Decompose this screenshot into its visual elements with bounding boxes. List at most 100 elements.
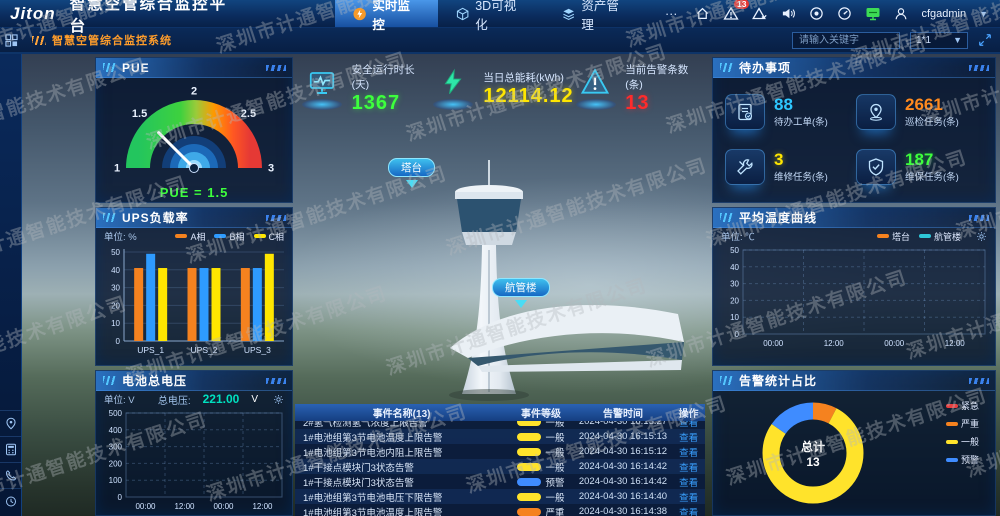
legend-swatch [945, 403, 958, 408]
table-row[interactable]: 1#干接点模块门3状态告警 预警 2024-04-30 16:14:42 查看 [295, 474, 705, 489]
svg-text:1: 1 [114, 163, 120, 175]
stat-label: 安全运行时长(天) [351, 64, 415, 91]
layout-toggle-icon[interactable] [0, 33, 22, 47]
event-level: 严重 [508, 505, 574, 516]
scene-label-atc-building[interactable]: 航管楼 [492, 278, 550, 308]
col-action: 操作 [678, 409, 699, 420]
settings-icon[interactable] [976, 231, 987, 242]
table-row[interactable]: 2#氢气检测氢气浓度上限告警 一般 2024-04-30 16:15:27 查看 [295, 421, 705, 429]
settings-icon[interactable] [273, 394, 284, 405]
table-row[interactable]: 1#电池组第3节电池温度上限告警 严重 2024-04-30 16:14:38 查看 [295, 504, 705, 516]
phone-icon[interactable] [0, 462, 21, 488]
table-row[interactable]: 1#电池组第3节电池电压下限告警 一般 2024-04-30 16:14:40 查看 [295, 489, 705, 504]
legend-item: 紧急 [945, 399, 979, 412]
arrow-down-icon [514, 300, 527, 308]
table-row[interactable]: 1#电池组第3节电池温度上限告警 一般 2024-04-30 16:15:13 查看 [295, 429, 705, 444]
chevron-down-icon[interactable]: ▼ [979, 8, 988, 19]
nav-more[interactable]: ··· [664, 6, 678, 21]
legend-swatch [175, 234, 188, 238]
alarm-check-icon[interactable] [752, 6, 768, 21]
todo-work-orders[interactable]: 88 待办工单(条) [725, 86, 852, 137]
level-pill [517, 432, 542, 441]
breadcrumb[interactable]: 智慧空管综合监控系统 [52, 35, 172, 47]
calculator-icon[interactable] [0, 436, 21, 462]
repair-icon [737, 158, 753, 175]
record-icon[interactable] [809, 6, 824, 21]
alarm-time: 2024-04-30 16:15:13 [578, 431, 668, 442]
event-name: 1#电池组第3节电池电压下限告警 [303, 492, 443, 504]
expand-icon[interactable] [978, 33, 992, 47]
alert-triangle-icon [581, 68, 610, 94]
top-header: Jiton 智慧空管综合监控平台 实时监控 3D可视化 资产管理 ··· [0, 0, 1000, 35]
monitor-green-icon[interactable] [865, 6, 881, 21]
view-link[interactable]: 查看 [679, 492, 699, 504]
alarm-time: 2024-04-30 16:14:38 [578, 506, 668, 516]
alarm-time: 2024-04-30 16:15:27 [578, 421, 668, 427]
legend-swatch [214, 234, 227, 238]
atc-building [450, 305, 684, 372]
scene-label-tower[interactable]: 塔台 [388, 158, 435, 188]
todo-patrol-tasks[interactable]: 2661 巡检任务(条) [856, 86, 983, 137]
panel-slashes-icon [103, 376, 116, 385]
icon-pedestal [433, 99, 474, 110]
donut-legend: 紧急 严重 一般 预警 [945, 399, 979, 466]
legend-swatch [918, 234, 931, 238]
event-table: 事件名称(13) 事件等级 告警时间 操作 2#氢气检测氢气浓度上限告警 一般 20… [295, 404, 705, 516]
nav-asset-management[interactable]: 资产管理 [544, 0, 647, 32]
view-link[interactable]: 查看 [679, 432, 699, 444]
unit-label: 单位: % [104, 232, 137, 243]
svg-text:0: 0 [116, 337, 121, 346]
panel-alarm-stats: 告警统计占比 总计 13 紧急 严重 一般 预警 [712, 370, 996, 516]
dashboard-icon[interactable] [837, 6, 852, 21]
todo-repair-tasks[interactable]: 3 维修任务(条) [725, 141, 852, 192]
panel-slashes-icon [720, 213, 733, 222]
view-link[interactable]: 查看 [679, 462, 699, 474]
atc-label-pill[interactable]: 航管楼 [492, 278, 550, 297]
legend-item: 航管楼 [918, 230, 961, 243]
event-level: 预警 [508, 475, 574, 489]
todo-value: 3 [774, 149, 784, 169]
stat-value: 13 [625, 92, 650, 114]
panel-deco [266, 377, 286, 384]
view-link[interactable]: 查看 [679, 477, 699, 489]
tower-label-pill[interactable]: 塔台 [388, 158, 435, 177]
svg-text:00:00: 00:00 [213, 502, 234, 511]
left-sidebar [0, 54, 22, 516]
location-icon[interactable] [0, 410, 21, 436]
svg-text:00:00: 00:00 [763, 339, 784, 348]
svg-text:30: 30 [730, 280, 739, 289]
view-link[interactable]: 查看 [679, 421, 699, 429]
view-link[interactable]: 查看 [679, 447, 699, 459]
svg-text:总计: 总计 [801, 439, 825, 454]
nav-realtime-monitor[interactable]: 实时监控 [335, 0, 438, 32]
home-icon[interactable] [695, 6, 710, 21]
event-name: 2#氢气检测氢气浓度上限告警 [303, 421, 428, 429]
svg-text:12:00: 12:00 [945, 339, 966, 348]
event-name: 1#电池组第3节电池温度上限告警 [303, 507, 443, 516]
nav-3d-visualization[interactable]: 3D可视化 [438, 0, 544, 32]
user-icon[interactable] [894, 7, 908, 21]
svg-text:50: 50 [111, 248, 120, 257]
level-pill [517, 507, 542, 516]
alarm-badge-icon[interactable]: 13 [723, 0, 750, 21]
panel-title: 待办事项 [739, 61, 792, 75]
todo-maintenance-tasks[interactable]: 187 维保任务(条) [856, 141, 983, 192]
speaker-icon[interactable] [781, 6, 796, 21]
table-row[interactable]: 1#电池组第3节电池内阻上限告警 一般 2024-04-30 16:15:12 查看 [295, 444, 705, 459]
layout-grid-select[interactable]: 1*1 ▼ [910, 31, 968, 49]
svg-text:30: 30 [111, 284, 120, 293]
svg-text:300: 300 [109, 443, 123, 452]
svg-text:0: 0 [735, 330, 740, 339]
svg-text:40: 40 [730, 263, 739, 272]
svg-text:10: 10 [111, 319, 120, 328]
clock-icon[interactable] [0, 488, 21, 514]
search-input[interactable] [792, 31, 900, 49]
table-row[interactable]: 1#干接点模块门3状态告警 一般 2024-04-30 16:14:42 查看 [295, 459, 705, 474]
view-link[interactable]: 查看 [679, 507, 699, 516]
sidebar-bottom-icons [0, 410, 21, 514]
alarm-time: 2024-04-30 16:14:42 [578, 461, 668, 472]
username-label[interactable]: cfgadmin [921, 7, 967, 20]
panel-slashes-icon [720, 63, 733, 72]
event-level: 一般 [508, 421, 574, 429]
panel-deco [266, 64, 286, 71]
